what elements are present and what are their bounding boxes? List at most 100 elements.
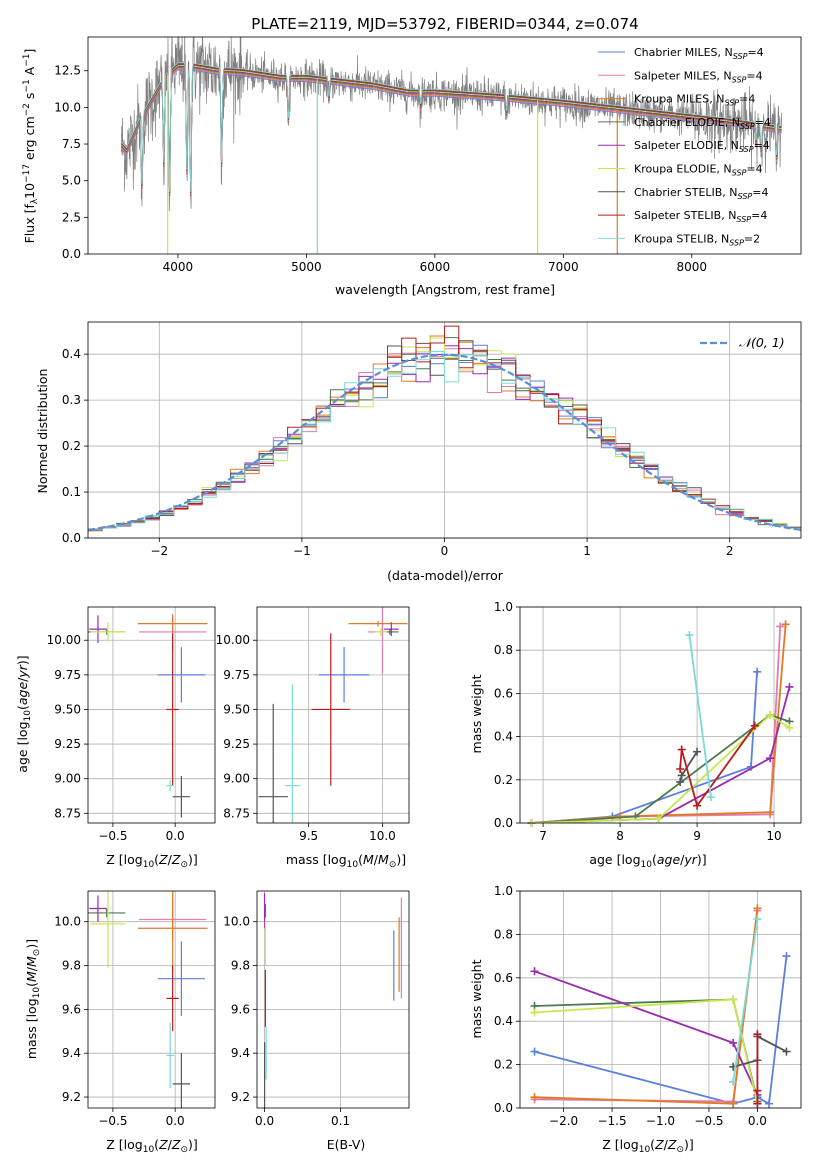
legend-label-sub: SSP bbox=[733, 52, 748, 61]
y-tick-label: 9.2 bbox=[62, 1090, 81, 1104]
x-tick-label: 10.0 bbox=[369, 829, 396, 843]
legend-label-tail: =4 bbox=[755, 116, 771, 129]
legend-label: Salpeter MILES, NSSP=4 bbox=[634, 69, 763, 84]
x-tick-label: 7000 bbox=[548, 260, 579, 274]
axes-frame bbox=[87, 321, 802, 539]
y-tick-label: 0.0 bbox=[62, 531, 81, 545]
age-vs-mass-panel: mass [log10(M/M⊙)] 9.5 10.0 8.75 9.00 9.25 9.… bbox=[216, 606, 410, 870]
y-tick-label: 0.4 bbox=[62, 347, 81, 361]
legend-label: 𝒩(0, 1) bbox=[739, 335, 785, 350]
x-tick-label: −2.0 bbox=[549, 1114, 578, 1128]
weight-series-marker bbox=[766, 711, 775, 719]
x-tick-label: 4000 bbox=[163, 260, 194, 274]
x-tick-label: 10 bbox=[766, 829, 781, 843]
legend-label-sub: SSP bbox=[724, 99, 739, 108]
ageZ-xlabel: Z [log10(Z/Z⊙)] bbox=[106, 852, 198, 870]
y-tick-label: 9.50 bbox=[54, 702, 81, 716]
weight-series-marker bbox=[530, 967, 539, 976]
axes-frame bbox=[519, 606, 802, 824]
legend-label: Chabrier STELIB, NSSP=4 bbox=[634, 186, 768, 201]
weight-series-marker bbox=[729, 1099, 738, 1108]
y-tick-label: 9.50 bbox=[223, 702, 250, 716]
model-spectrum-line bbox=[121, 67, 782, 198]
legend-label-tail: =4 bbox=[746, 163, 762, 176]
y-tick-label: 0.6 bbox=[494, 686, 513, 700]
x-tick-label: −0.5 bbox=[98, 1114, 127, 1128]
y-tick-label: 8.75 bbox=[54, 806, 81, 820]
y-tick-label: 9.4 bbox=[62, 1046, 81, 1060]
weight-series-marker bbox=[753, 1086, 762, 1095]
weight-series-line bbox=[531, 686, 791, 823]
weight-series-marker bbox=[750, 721, 759, 730]
weight-series-marker bbox=[693, 747, 702, 756]
weight-series-marker bbox=[677, 745, 686, 754]
weight-series-line bbox=[534, 998, 759, 1104]
y-tick-label: 0.2 bbox=[494, 773, 513, 787]
weight-series-marker bbox=[530, 1093, 539, 1102]
legend-label-text: Chabrier MILES, N bbox=[634, 46, 733, 59]
x-tick-label: 5000 bbox=[291, 260, 322, 274]
y-tick-label: 8.75 bbox=[223, 806, 250, 820]
massE-xlabel: E(B-V) bbox=[327, 1137, 366, 1152]
axes-frame bbox=[256, 606, 410, 824]
legend-label-tail: =4 bbox=[751, 209, 767, 222]
y-tick-label: 9.00 bbox=[223, 772, 250, 786]
y-tick-label: 0.2 bbox=[494, 1058, 513, 1072]
weight-series-marker bbox=[753, 1099, 762, 1108]
legend-label-tail: =4 bbox=[752, 186, 768, 199]
legend-label-tail: =2 bbox=[744, 232, 760, 245]
weight-series-marker bbox=[766, 808, 775, 817]
weight-series-marker bbox=[782, 1047, 791, 1056]
model-spectrum-line bbox=[121, 63, 782, 193]
weight-series-line bbox=[531, 624, 787, 823]
y-tick-label: 9.6 bbox=[231, 1002, 250, 1016]
weight-series-line bbox=[534, 970, 759, 1104]
legend-label-text: Kroupa MILES, N bbox=[634, 93, 724, 106]
legend-label-sub: SSP bbox=[732, 169, 747, 178]
residual-panel: (data-model)/error Normed distribution −… bbox=[35, 321, 802, 583]
ageM-xlabel: mass [log10(M/M⊙)] bbox=[286, 852, 406, 870]
x-tick-label: −1 bbox=[293, 544, 311, 558]
model-spectrum-line bbox=[121, 69, 782, 199]
weight-series-marker bbox=[766, 754, 775, 763]
y-tick-label: 0.1 bbox=[62, 485, 81, 499]
gaussian-reference-curve bbox=[88, 353, 801, 531]
legend-label-tail: =4 bbox=[747, 46, 763, 59]
axes-frame bbox=[256, 890, 410, 1109]
legend-label-tail: =4 bbox=[739, 93, 755, 106]
legend-label-sub: SSP bbox=[740, 122, 755, 131]
y-tick-label: 0.0 bbox=[494, 1101, 513, 1115]
y-tick-label: 9.8 bbox=[231, 959, 250, 973]
legend-label-sub: SSP bbox=[739, 145, 754, 154]
legend-label-sub: SSP bbox=[729, 238, 744, 247]
y-tick-label: 0.8 bbox=[494, 927, 513, 941]
model-spectrum-line bbox=[121, 65, 782, 195]
x-tick-label: 9 bbox=[693, 829, 701, 843]
weight-series-marker bbox=[776, 622, 785, 631]
legend-label: Kroupa STELIB, NSSP=2 bbox=[634, 232, 760, 247]
x-tick-label: 0.0 bbox=[255, 1114, 274, 1128]
spectrum-panel: PLATE=2119, MJD=53792, FIBERID=0344, z=0… bbox=[22, 15, 802, 297]
weight-series-marker bbox=[685, 631, 694, 640]
y-tick-label: 0.8 bbox=[494, 643, 513, 657]
weight-series-marker bbox=[765, 1099, 774, 1108]
weight-series-marker bbox=[676, 777, 685, 786]
weight-series-marker bbox=[729, 1077, 738, 1086]
weight-series-marker bbox=[654, 814, 663, 823]
residual-ylabel: Normed distribution bbox=[35, 369, 50, 494]
x-tick-label: 0.0 bbox=[166, 829, 185, 843]
x-tick-label: −0.5 bbox=[694, 1114, 723, 1128]
y-tick-label: 9.25 bbox=[54, 737, 81, 751]
axes-frame bbox=[87, 606, 216, 824]
y-tick-label: 0.0 bbox=[494, 816, 513, 830]
x-tick-label: 8000 bbox=[677, 260, 708, 274]
y-tick-label: 9.4 bbox=[231, 1046, 250, 1060]
residual-histogram-line bbox=[88, 351, 801, 532]
y-tick-label: 2.5 bbox=[62, 210, 81, 224]
x-tick-label: 0.0 bbox=[166, 1114, 185, 1128]
legend-label-text: Chabrier ELODIE, N bbox=[634, 116, 740, 129]
weight-series-marker bbox=[693, 801, 702, 810]
weight-series-marker bbox=[782, 952, 791, 961]
x-tick-label: 7 bbox=[539, 829, 547, 843]
y-tick-label: 9.00 bbox=[54, 772, 81, 786]
